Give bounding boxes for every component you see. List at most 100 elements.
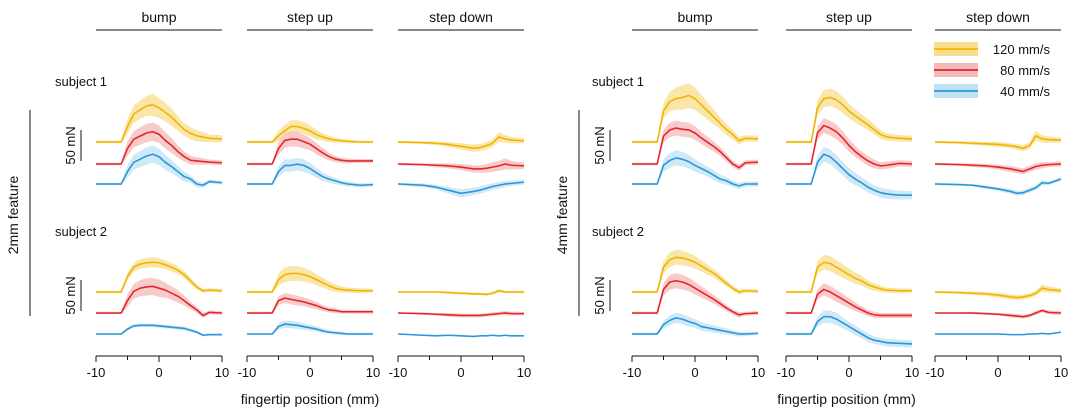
panel-step-up: step up -10 0 10 <box>238 9 381 380</box>
series-line <box>934 287 1062 299</box>
x-tick-label: 10 <box>905 365 919 380</box>
series-line <box>632 94 759 143</box>
error-band <box>247 157 373 188</box>
series-line <box>786 96 913 143</box>
series-line <box>247 297 373 314</box>
x-tick-label: 10 <box>366 365 380 380</box>
series-line <box>247 323 373 335</box>
series-line <box>397 136 525 149</box>
error-band <box>96 145 222 188</box>
x-tick-label: 10 <box>517 365 531 380</box>
error-band <box>786 310 912 348</box>
panel-step-down: step down -10 0 10 <box>389 9 532 380</box>
series-line <box>786 288 912 317</box>
panel-bump: bump -10 0 10 <box>87 9 230 380</box>
error-band <box>96 93 222 144</box>
error-band <box>632 150 758 189</box>
series-line <box>247 125 373 143</box>
series-line <box>247 163 374 187</box>
scale-bar-label: 50 mN <box>63 276 78 314</box>
error-band <box>935 130 1061 152</box>
series-line <box>786 153 912 196</box>
series-line <box>935 331 1062 336</box>
error-band <box>935 177 1061 196</box>
x-tick-label: 0 <box>845 365 852 380</box>
error-band <box>786 88 912 144</box>
subject-label: subject 2 <box>592 224 644 239</box>
error-band <box>96 277 222 318</box>
x-tick-label: -10 <box>87 365 106 380</box>
series-line <box>247 272 373 293</box>
x-tick-label: -10 <box>623 365 642 380</box>
series-line <box>96 153 223 187</box>
legend-label: 80 mm/s <box>1000 63 1050 78</box>
error-band <box>786 146 912 200</box>
series-line <box>247 138 373 165</box>
feature-group-2: 4mm feature subject 1 subject 2 50 mN 50 mN b… <box>554 9 1068 407</box>
legend-label: 120 mm/s <box>993 42 1051 57</box>
series-line <box>632 256 759 293</box>
x-tick-label: 0 <box>691 365 698 380</box>
error-band <box>632 312 758 337</box>
group-label: 4mm feature <box>554 175 570 254</box>
series-line <box>935 309 1062 318</box>
x-tick-label: 10 <box>215 365 229 380</box>
error-band <box>398 179 524 198</box>
series-line <box>632 157 758 187</box>
error-band <box>247 131 373 166</box>
error-band <box>96 122 222 166</box>
series-line <box>934 135 1062 149</box>
series-line <box>397 312 524 317</box>
subject-label: subject 2 <box>55 224 107 239</box>
series-line <box>96 261 223 293</box>
error-band <box>398 132 524 152</box>
group-label: 2mm feature <box>5 175 21 254</box>
series-line <box>398 289 524 296</box>
x-axis-label: fingertip position (mm) <box>241 391 380 407</box>
series-line <box>632 317 759 335</box>
x-tick-label: 10 <box>751 365 765 380</box>
panel-title: bump <box>141 9 176 25</box>
panel-title: step down <box>429 9 493 25</box>
x-tick-label: 0 <box>994 365 1001 380</box>
series-line <box>397 163 525 170</box>
error-band <box>786 118 912 170</box>
scale-bar-label: 50 mN <box>592 126 607 164</box>
series-line <box>96 285 223 317</box>
subject-label: subject 1 <box>55 74 107 89</box>
series-line <box>96 130 223 165</box>
x-tick-label: 0 <box>155 365 162 380</box>
x-axis-label: fingertip position (mm) <box>777 391 916 407</box>
feature-group-1: 2mm feature subject 1 subject 2 50 mN 50 mN b… <box>5 9 531 407</box>
series-line <box>632 279 759 316</box>
panel-step-up: step up -10 0 10 <box>777 9 920 380</box>
error-band <box>398 158 524 173</box>
error-band <box>935 161 1061 175</box>
x-tick-label: 0 <box>457 365 464 380</box>
series-line <box>786 261 912 293</box>
error-band <box>632 273 758 318</box>
legend-label: 40 mm/s <box>1000 84 1050 99</box>
panel-title: step up <box>287 9 333 25</box>
scale-bar-label: 50 mN <box>592 276 607 314</box>
series-line <box>786 315 913 345</box>
x-tick-label: -10 <box>238 365 257 380</box>
series-line <box>397 181 525 195</box>
series-line <box>397 333 524 338</box>
series-line <box>96 324 222 337</box>
subject-label: subject 1 <box>592 74 644 89</box>
series-line <box>934 163 1062 173</box>
panel-bump: bump -10 0 10 <box>623 9 766 380</box>
x-tick-label: -10 <box>777 365 796 380</box>
series-line <box>934 178 1062 195</box>
panel-title: step up <box>826 9 872 25</box>
x-tick-label: 0 <box>306 365 313 380</box>
error-band <box>247 120 373 144</box>
legend: 120 mm/s 80 mm/s 40 mm/s <box>934 42 1050 99</box>
scale-bar-label: 50 mN <box>63 126 78 164</box>
panel-title: step down <box>966 9 1030 25</box>
error-band <box>398 311 524 318</box>
series-line <box>96 104 223 143</box>
x-tick-label: -10 <box>389 365 408 380</box>
